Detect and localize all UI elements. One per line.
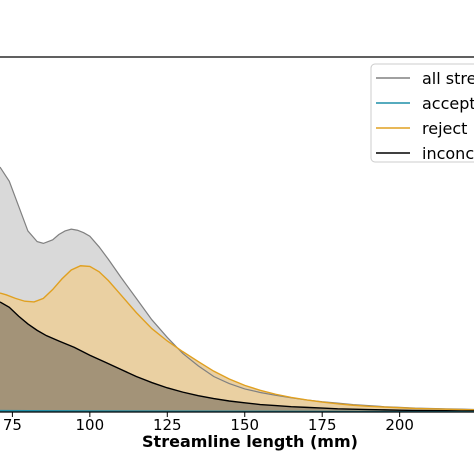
legend-box	[370, 63, 474, 163]
line-inconclusive	[0, 301, 474, 412]
x-axis-label: Streamline length (mm)	[142, 432, 358, 451]
legend-label-accepted: accept	[422, 94, 474, 113]
legend-label-inconclusive: inconc	[422, 144, 474, 163]
x-tick-label: 200	[385, 416, 414, 434]
x-tick-label: 150	[230, 416, 259, 434]
legend: all stre accept reject inconc	[370, 63, 474, 163]
series-areas	[0, 167, 474, 412]
x-tick-label: 175	[308, 416, 337, 434]
x-tick-label: 125	[153, 416, 182, 434]
x-axis-ticks: 75 100 125 150 175 200	[3, 412, 414, 434]
x-tick-label: 100	[76, 416, 105, 434]
legend-label-all-streamlines: all stre	[422, 69, 474, 88]
x-tick-label: 75	[3, 416, 22, 434]
line-rejected	[0, 265, 474, 411]
legend-label-rejected: reject	[422, 119, 467, 138]
area-inconclusive	[0, 301, 474, 412]
